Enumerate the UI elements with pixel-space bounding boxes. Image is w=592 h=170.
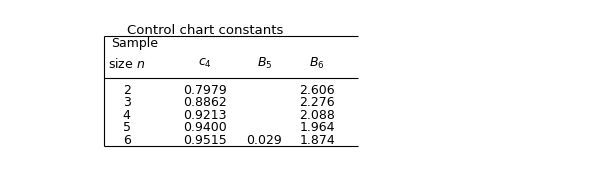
Text: 4: 4 bbox=[123, 109, 131, 122]
Text: 3: 3 bbox=[123, 96, 131, 109]
Text: Sample: Sample bbox=[111, 37, 157, 50]
Text: 0.9515: 0.9515 bbox=[183, 134, 227, 147]
Text: 0.7979: 0.7979 bbox=[183, 84, 227, 97]
Text: size $n$: size $n$ bbox=[108, 57, 146, 71]
Text: 0.029: 0.029 bbox=[246, 134, 282, 147]
Text: 1.874: 1.874 bbox=[300, 134, 335, 147]
Text: 0.9213: 0.9213 bbox=[183, 109, 227, 122]
Text: $B_5$: $B_5$ bbox=[257, 56, 272, 71]
Text: 0.8862: 0.8862 bbox=[183, 96, 227, 109]
Text: 0.9400: 0.9400 bbox=[183, 121, 227, 134]
Text: $B_6$: $B_6$ bbox=[310, 56, 325, 71]
Text: 2: 2 bbox=[123, 84, 131, 97]
Text: 2.088: 2.088 bbox=[299, 109, 335, 122]
Text: $c_4$: $c_4$ bbox=[198, 57, 212, 70]
Text: 2.276: 2.276 bbox=[300, 96, 335, 109]
Text: 1.964: 1.964 bbox=[300, 121, 335, 134]
Text: 6: 6 bbox=[123, 134, 131, 147]
Text: Control chart constants: Control chart constants bbox=[127, 24, 283, 37]
Text: 5: 5 bbox=[123, 121, 131, 134]
Text: 2.606: 2.606 bbox=[300, 84, 335, 97]
